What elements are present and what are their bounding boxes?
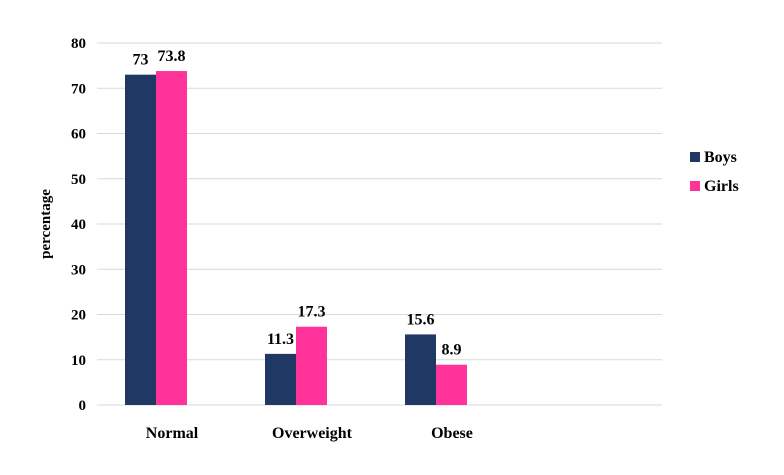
bar-girls-overweight	[296, 326, 327, 405]
legend-swatch-boys	[690, 152, 700, 162]
data-labels: 73 73.8 11.317.3 15.6 8.9	[133, 48, 462, 359]
y-tick-label: 80	[71, 36, 86, 52]
bar-girls-normal	[156, 71, 187, 406]
y-axis-ticks: 0 10 20 30 40 50 60 70 80	[71, 36, 86, 414]
y-tick-label: 40	[71, 217, 86, 233]
x-category-label: Obese	[431, 425, 473, 442]
data-label: 11.3	[267, 331, 294, 348]
y-tick-label: 10	[71, 353, 86, 369]
x-category-label: Overweight	[272, 425, 353, 442]
x-axis-categories: Normal Overweight Obese	[146, 425, 473, 442]
data-label: 17.3	[298, 304, 326, 321]
bar-boys-normal	[125, 74, 156, 406]
legend-swatch-girls	[690, 181, 700, 191]
data-label: 73	[133, 52, 149, 69]
y-tick-label: 70	[71, 81, 86, 97]
y-tick-label: 60	[71, 127, 86, 143]
x-category-label: Normal	[146, 425, 199, 442]
bar-girls-obese	[436, 364, 467, 405]
y-tick-label: 0	[79, 398, 87, 414]
bar-boys-overweight	[265, 353, 296, 405]
data-label: 15.6	[407, 311, 435, 328]
bar-boys-obese	[405, 334, 436, 405]
y-axis-title: percentage	[38, 189, 54, 259]
y-tick-label: 50	[71, 172, 86, 188]
bars	[125, 71, 467, 406]
y-tick-label: 30	[71, 262, 86, 278]
data-label: 73.8	[158, 48, 186, 65]
legend: Boys Girls	[690, 149, 739, 195]
legend-label-girls: Girls	[704, 178, 739, 195]
data-label: 8.9	[442, 342, 462, 359]
gridlines	[97, 42, 662, 406]
y-tick-label: 20	[71, 308, 86, 324]
legend-label-boys: Boys	[704, 149, 737, 166]
